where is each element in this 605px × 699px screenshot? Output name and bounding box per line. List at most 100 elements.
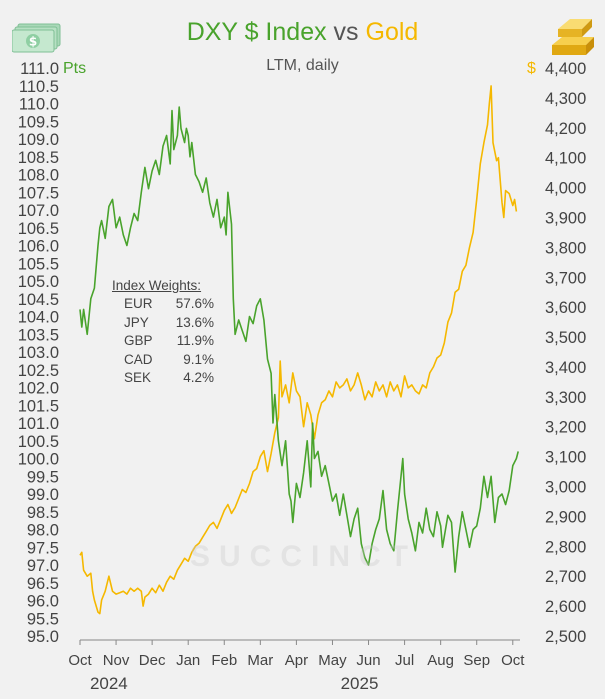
right-tick-label: 3,700 bbox=[545, 269, 586, 287]
left-tick-label: 100.0 bbox=[18, 451, 59, 469]
right-tick-label: 3,500 bbox=[545, 329, 586, 347]
weight-value: 57.6% bbox=[175, 296, 214, 311]
left-tick-label: 109.0 bbox=[18, 131, 59, 149]
left-tick-label: 104.5 bbox=[18, 291, 59, 309]
weight-currency: GBP bbox=[124, 333, 153, 349]
title-gold: Gold bbox=[365, 18, 419, 46]
x-tick-label: Jul bbox=[395, 652, 414, 669]
left-tick-label: 110.0 bbox=[19, 96, 59, 114]
title-dxy: DXY $ Index bbox=[186, 18, 327, 46]
left-tick-label: 105.5 bbox=[18, 255, 59, 273]
right-axis-unit: $ bbox=[527, 60, 536, 77]
left-tick-label: 111.0 bbox=[20, 60, 59, 78]
left-tick-label: 110.5 bbox=[19, 78, 59, 96]
left-axis-ticks: 111.0110.5110.0109.5109.0108.5108.0107.5… bbox=[18, 60, 59, 646]
weight-row: JPY 13.6% bbox=[124, 314, 214, 333]
right-tick-label: 3,600 bbox=[545, 299, 586, 317]
gold-series-line bbox=[79, 85, 518, 615]
left-tick-label: 98.0 bbox=[27, 522, 59, 540]
x-tick-label: May bbox=[318, 652, 347, 669]
x-tick-label: Feb bbox=[211, 652, 237, 669]
right-tick-label: 2,800 bbox=[545, 538, 586, 556]
right-tick-label: 4,300 bbox=[545, 90, 586, 108]
weight-currency: SEK bbox=[124, 370, 152, 386]
right-tick-label: 3,200 bbox=[545, 419, 586, 437]
right-tick-label: 3,400 bbox=[545, 359, 586, 377]
left-tick-label: 99.5 bbox=[27, 468, 59, 486]
left-tick-label: 105.0 bbox=[18, 273, 59, 291]
weight-value: 4.2% bbox=[183, 370, 214, 386]
left-tick-label: 106.5 bbox=[18, 220, 59, 238]
right-tick-label: 2,600 bbox=[545, 598, 586, 616]
x-tick-label: Aug bbox=[427, 652, 454, 669]
left-tick-label: 101.0 bbox=[18, 415, 59, 433]
right-tick-label: 4,000 bbox=[545, 180, 586, 198]
chart-subtitle: LTM, daily bbox=[266, 57, 339, 74]
watermark: SUCCINCT bbox=[190, 540, 417, 573]
x-tick-label: Oct bbox=[501, 652, 525, 669]
chart-title: DXY $ Index vs Gold bbox=[0, 18, 605, 47]
left-tick-label: 107.0 bbox=[18, 202, 59, 220]
x-tick-label: Mar bbox=[247, 652, 273, 669]
left-tick-label: 97.5 bbox=[27, 539, 59, 557]
right-tick-label: 3,100 bbox=[545, 449, 586, 467]
weight-row: GBP 11.9% bbox=[124, 332, 214, 351]
left-axis-unit: Pts bbox=[63, 60, 87, 77]
right-tick-label: 2,900 bbox=[545, 508, 586, 526]
left-tick-label: 99.0 bbox=[27, 486, 59, 504]
weight-value: 9.1% bbox=[183, 351, 214, 367]
weight-currency: EUR bbox=[124, 296, 153, 311]
x-year-label: 2025 bbox=[341, 674, 379, 693]
right-tick-label: 3,900 bbox=[545, 209, 586, 227]
left-tick-label: 107.5 bbox=[18, 184, 59, 202]
left-tick-label: 95.0 bbox=[27, 628, 59, 646]
x-tick-label: Sep bbox=[463, 652, 490, 669]
weight-value: 11.9% bbox=[176, 333, 214, 349]
x-tick-label: Oct bbox=[68, 652, 92, 669]
index-weights-table: EUR 57.6% JPY 13.6% GBP 11.9% CAD 9.1% SEK 4.… bbox=[124, 295, 214, 388]
left-tick-label: 96.0 bbox=[27, 593, 59, 611]
right-axis-ticks: 4,400 4,300 4,200 4,100 4,000 3,900 3,800 3,700… bbox=[545, 60, 586, 646]
left-tick-label: 103.5 bbox=[18, 326, 59, 344]
left-tick-label: 102.0 bbox=[18, 380, 59, 398]
left-tick-label: 98.5 bbox=[27, 504, 59, 522]
left-tick-label: 96.5 bbox=[27, 575, 59, 593]
left-tick-label: 106.0 bbox=[18, 238, 59, 256]
weight-row: CAD 9.1% bbox=[124, 351, 214, 370]
x-tick-label: Jan bbox=[176, 652, 200, 669]
weight-currency: CAD bbox=[124, 351, 153, 367]
weight-currency: JPY bbox=[124, 314, 149, 330]
left-tick-label: 103.0 bbox=[18, 344, 59, 362]
right-tick-label: 3,800 bbox=[545, 239, 586, 257]
index-weights-legend: Index Weights: EUR 57.6% JPY 13.6% GBP 11.9… bbox=[112, 278, 214, 388]
x-tick-label: Apr bbox=[285, 652, 308, 669]
left-tick-label: 97.0 bbox=[27, 557, 59, 575]
right-tick-label: 4,100 bbox=[545, 150, 586, 168]
left-tick-label: 95.5 bbox=[27, 610, 59, 628]
left-tick-label: 104.0 bbox=[18, 309, 59, 327]
x-tick-label: Nov bbox=[103, 652, 130, 669]
x-axis-ticks: Oct Nov Dec Jan Feb Mar Apr May Jun Jul Aug Sep Oct 2… bbox=[68, 640, 525, 693]
weight-row: SEK 4.2% bbox=[124, 369, 214, 388]
dxy-series-line bbox=[79, 106, 519, 573]
dollar-bill-stack-icon: $ bbox=[12, 23, 61, 53]
right-tick-label: 3,300 bbox=[545, 389, 586, 407]
right-tick-label: 4,400 bbox=[545, 60, 586, 78]
left-tick-label: 101.5 bbox=[18, 397, 59, 415]
left-tick-label: 108.5 bbox=[18, 149, 59, 167]
weight-value: 13.6% bbox=[175, 314, 214, 330]
gold-bars-icon bbox=[552, 19, 594, 55]
left-tick-label: 102.5 bbox=[18, 362, 59, 380]
weight-row: EUR 57.6% bbox=[124, 295, 214, 314]
series-layer bbox=[79, 85, 519, 615]
x-year-label: 2024 bbox=[90, 674, 128, 693]
x-tick-label: Jun bbox=[356, 652, 380, 669]
index-weights-title: Index Weights: bbox=[112, 278, 202, 293]
right-tick-label: 4,200 bbox=[545, 120, 586, 138]
x-tick-label: Dec bbox=[139, 652, 166, 669]
left-tick-label: 100.5 bbox=[18, 433, 59, 451]
left-tick-label: 108.0 bbox=[18, 167, 59, 185]
right-tick-label: 3,000 bbox=[545, 479, 586, 497]
right-tick-label: 2,500 bbox=[545, 628, 586, 646]
